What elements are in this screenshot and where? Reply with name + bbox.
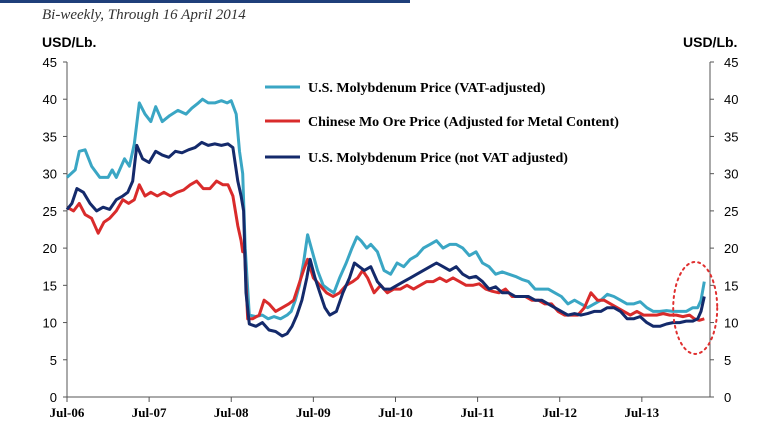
y-tick-label-left: 45 — [43, 55, 57, 70]
y-axis-left-label: USD/Lb. — [42, 34, 97, 50]
x-tick-label: Jul-07 — [132, 405, 167, 420]
y-tick-label-left: 25 — [43, 204, 57, 219]
y-tick-label-left: 30 — [43, 167, 57, 182]
x-tick-label: Jul-12 — [542, 405, 577, 420]
y-tick-label-right: 35 — [724, 129, 738, 144]
y-tick-label-left: 5 — [50, 353, 57, 368]
series-line-3 — [65, 140, 706, 338]
header-rule — [0, 0, 410, 3]
y-tick-label-right: 25 — [724, 204, 738, 219]
y-tick-label-right: 15 — [724, 278, 738, 293]
y-tick-label-right: 30 — [724, 167, 738, 182]
x-tick-label: Jul-13 — [625, 405, 660, 420]
y-tick-label-right: 5 — [724, 353, 731, 368]
x-tick-label: Jul-11 — [461, 405, 495, 420]
series-line-2 — [66, 179, 705, 322]
y-tick-label-right: 45 — [724, 55, 738, 70]
y-tick-label-left: 10 — [43, 316, 57, 331]
legend-label-2: Chinese Mo Ore Price (Adjusted for Metal… — [308, 115, 619, 130]
y-tick-label-left: 20 — [43, 241, 57, 256]
y-tick-label-left: 0 — [50, 390, 57, 405]
y-tick-label-right: 20 — [724, 241, 738, 256]
chart-subtitle: Bi-weekly, Through 16 April 2014 — [42, 7, 246, 23]
x-tick-label: Jul-09 — [296, 405, 331, 420]
y-tick-label-right: 40 — [724, 92, 738, 107]
series-line-1 — [65, 97, 706, 321]
y-axis-right-label: USD/Lb. — [683, 34, 738, 50]
y-tick-label-right: 10 — [724, 316, 738, 331]
y-tick-label-left: 35 — [43, 129, 57, 144]
highlight-ellipse — [672, 260, 719, 355]
y-tick-label-left: 40 — [43, 92, 57, 107]
x-tick-label: Jul-08 — [214, 405, 249, 420]
x-tick-label: Jul-10 — [378, 405, 413, 420]
legend-label-1: U.S. Molybdenum Price (VAT-adjusted) — [308, 81, 546, 96]
y-tick-label-left: 15 — [43, 278, 57, 293]
x-tick-label: Jul-06 — [50, 405, 85, 420]
legend-label-3: U.S. Molybdenum Price (not VAT adjusted) — [308, 151, 568, 166]
y-tick-label-right: 0 — [724, 390, 731, 405]
